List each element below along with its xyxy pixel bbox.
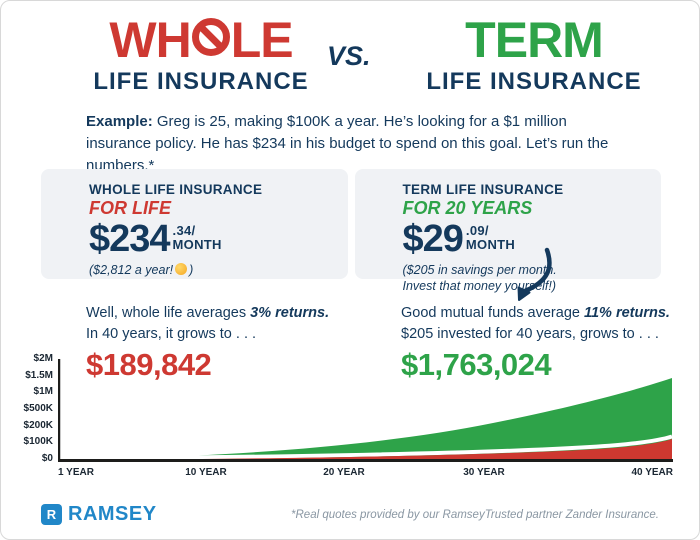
term-card-subheading: FOR 20 YEARS — [402, 198, 533, 218]
term-card-heading: TERM LIFE INSURANCE — [402, 182, 564, 197]
vs-label: VS. — [327, 41, 371, 71]
example-label: Example: — [86, 113, 153, 130]
whole-life-card: WHOLE LIFE INSURANCE FOR LIFE $234 .34/ … — [41, 169, 348, 279]
chart-y-axis-labels: $2M $1.5M $1M $500K $200K $100K $0 — [1, 354, 53, 464]
y-tick: $200K — [23, 419, 53, 431]
whole-result-line1: Well, whole life averages — [86, 305, 251, 321]
y-tick: $1M — [33, 386, 53, 398]
whole-note-suffix: ) — [189, 263, 194, 278]
whole-price-unit: MONTH — [172, 236, 222, 252]
price-cards: WHOLE LIFE INSURANCE FOR LIFE $234 .34/ … — [41, 169, 661, 293]
term-price-unit: MONTH — [465, 236, 516, 252]
whole-price-cents: .34/ — [172, 223, 196, 238]
term-price: $29 .09/ MONTH — [402, 218, 652, 260]
example-text: Greg is 25, making $100K a year. He’s lo… — [86, 113, 609, 174]
footnote-disclaimer: *Real quotes provided by our RamseyTrust… — [291, 509, 659, 521]
whole-title-part1: WH — [109, 12, 191, 68]
term-result-amount: $1,763,024 — [401, 347, 552, 383]
y-tick: $1.5M — [25, 369, 53, 381]
y-tick: $2M — [33, 353, 53, 364]
whole-result-line1-bold: 3% returns. — [250, 305, 330, 321]
whole-price-side: .34/ MONTH — [173, 222, 222, 251]
whole-title: WH LE — [81, 15, 321, 65]
whole-card-heading: WHOLE LIFE INSURANCE — [89, 182, 263, 197]
term-note-line1: ($205 in savings per month. — [402, 263, 557, 278]
x-tick: 20 YEAR — [323, 467, 365, 478]
term-price-main: $29 — [402, 218, 464, 260]
whole-subtitle: LIFE INSURANCE — [93, 67, 309, 95]
term-title: TERM — [465, 12, 604, 68]
ramsey-logo-icon: R — [41, 504, 62, 525]
whole-life-result: Well, whole life averages 3% returns. In… — [86, 303, 391, 380]
x-tick: 1 YEAR — [58, 467, 94, 478]
x-tick: 30 YEAR — [463, 467, 505, 478]
no-symbol-icon — [191, 18, 230, 56]
example-paragraph: Example: Greg is 25, making $100K a year… — [86, 111, 620, 176]
whole-title-part2: LE — [230, 12, 294, 68]
term-result-line2: $205 invested for 40 years, grows to . .… — [401, 326, 659, 343]
term-result-line1: Good mutual funds average — [401, 305, 584, 321]
whole-note-prefix: ($2,812 a year! — [89, 263, 174, 278]
term-result: Good mutual funds average 11% returns. $… — [401, 303, 699, 383]
growth-area-chart — [58, 359, 673, 462]
term-price-cents: .09/ — [465, 223, 489, 238]
whole-life-title-block: WH LE LIFE INSURANCE — [81, 15, 321, 96]
y-tick: $500K — [23, 402, 53, 414]
curved-arrow-icon — [517, 247, 552, 301]
whole-card-note: ($2,812 a year!) — [89, 262, 338, 278]
whole-result-amount: $189,842 — [86, 347, 212, 383]
term-life-card: TERM LIFE INSURANCE FOR 20 YEARS $29 .09… — [354, 169, 661, 293]
ramsey-logo: R RAMSEY — [41, 503, 157, 526]
whole-price-main: $234 — [89, 218, 171, 260]
term-subtitle: LIFE INSURANCE — [426, 67, 642, 95]
term-price-side: .09/ MONTH — [466, 222, 515, 251]
ramsey-logo-text: RAMSEY — [68, 503, 157, 525]
dizzy-face-emoji — [175, 263, 188, 276]
y-tick: $100K — [23, 436, 53, 448]
whole-card-subheading: FOR LIFE — [89, 198, 171, 218]
x-tick: 10 YEAR — [185, 467, 227, 478]
term-result-line1-bold: 11% returns. — [583, 305, 670, 321]
x-tick: 40 YEAR — [631, 467, 673, 478]
whole-result-line2: In 40 years, it grows to . . . — [86, 326, 257, 343]
whole-price: $234 .34/ MONTH — [89, 218, 338, 260]
y-tick: $0 — [41, 452, 53, 464]
term-title-block: TERM LIFE INSURANCE — [407, 12, 661, 96]
